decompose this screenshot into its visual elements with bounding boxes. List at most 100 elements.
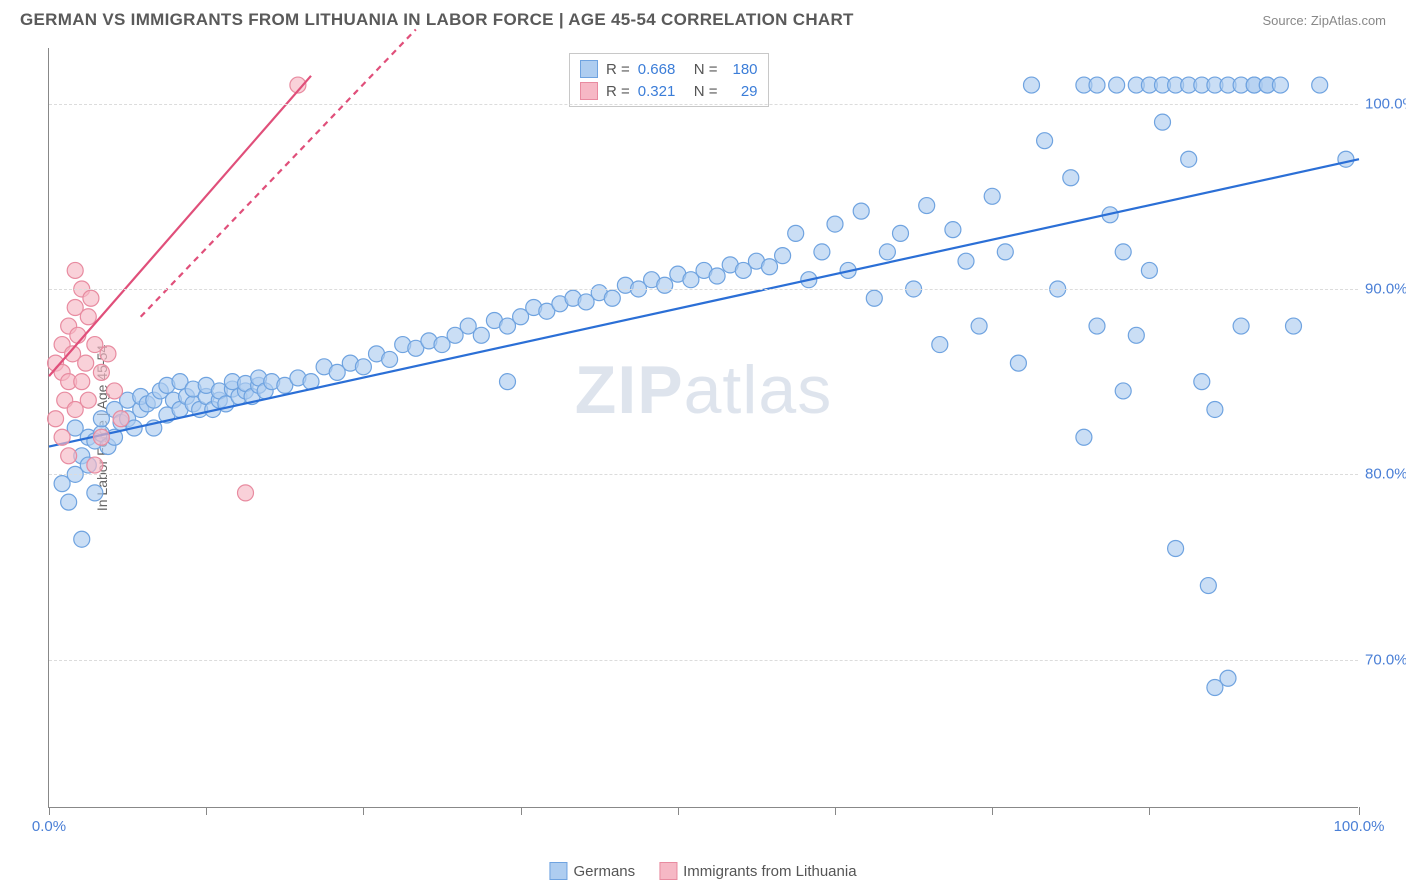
y-tick-label: 80.0%	[1365, 466, 1406, 483]
data-point	[945, 222, 961, 238]
x-tick	[835, 807, 836, 815]
data-point	[997, 244, 1013, 260]
stats-row: R = 0.668 N = 180	[580, 58, 758, 80]
regression-dash	[141, 29, 416, 316]
data-point	[78, 355, 94, 371]
data-point	[74, 531, 90, 547]
data-point	[1063, 170, 1079, 186]
data-point	[1115, 244, 1131, 260]
data-point	[1141, 262, 1157, 278]
r-label: R =	[606, 83, 630, 100]
r-label: R =	[606, 61, 630, 78]
data-point	[1194, 374, 1210, 390]
data-point	[1115, 383, 1131, 399]
x-tick	[363, 807, 364, 815]
legend-label: Germans	[573, 863, 635, 880]
data-point	[87, 485, 103, 501]
gridline	[49, 104, 1358, 105]
data-point	[827, 216, 843, 232]
x-tick	[49, 807, 50, 815]
data-point	[984, 188, 1000, 204]
data-point	[1128, 327, 1144, 343]
r-value: 0.321	[638, 83, 686, 100]
legend-swatch	[659, 862, 677, 880]
data-point	[107, 383, 123, 399]
data-point	[1089, 77, 1105, 93]
legend-item: Germans	[549, 862, 635, 880]
data-point	[1010, 355, 1026, 371]
data-point	[48, 411, 64, 427]
gridline	[49, 660, 1358, 661]
x-tick	[992, 807, 993, 815]
x-tick	[1149, 807, 1150, 815]
source-attribution: Source: ZipAtlas.com	[1262, 13, 1386, 28]
x-tick-label: 0.0%	[32, 818, 66, 835]
chart-title: GERMAN VS IMMIGRANTS FROM LITHUANIA IN L…	[20, 10, 854, 30]
r-value: 0.668	[638, 61, 686, 78]
data-point	[473, 327, 489, 343]
data-point	[500, 374, 516, 390]
n-label: N =	[694, 61, 718, 78]
data-point	[87, 457, 103, 473]
data-point	[1312, 77, 1328, 93]
data-point	[932, 337, 948, 353]
data-point	[1024, 77, 1040, 93]
data-point	[67, 262, 83, 278]
data-point	[893, 225, 909, 241]
legend-swatch	[549, 862, 567, 880]
data-point	[1200, 578, 1216, 594]
x-tick	[206, 807, 207, 815]
n-value: 180	[726, 61, 758, 78]
data-point	[1272, 77, 1288, 93]
data-point	[958, 253, 974, 269]
data-point	[1076, 429, 1092, 445]
data-point	[866, 290, 882, 306]
y-tick-label: 100.0%	[1365, 95, 1406, 112]
data-point	[61, 494, 77, 510]
series-legend: Germans Immigrants from Lithuania	[549, 862, 856, 880]
stats-row: R = 0.321N = 29	[580, 80, 758, 102]
data-point	[54, 429, 70, 445]
x-tick-label: 100.0%	[1334, 818, 1385, 835]
legend-label: Immigrants from Lithuania	[683, 863, 856, 880]
data-point	[814, 244, 830, 260]
data-point	[762, 259, 778, 275]
data-point	[1109, 77, 1125, 93]
data-point	[83, 290, 99, 306]
data-point	[1220, 670, 1236, 686]
data-point	[93, 364, 109, 380]
data-point	[1168, 540, 1184, 556]
data-point	[100, 346, 116, 362]
x-tick	[1359, 807, 1360, 815]
data-point	[80, 392, 96, 408]
legend-swatch	[580, 60, 598, 78]
data-point	[879, 244, 895, 260]
data-point	[1181, 151, 1197, 167]
y-tick-label: 70.0%	[1365, 651, 1406, 668]
data-point	[709, 268, 725, 284]
n-label: N =	[694, 83, 718, 100]
data-point	[788, 225, 804, 241]
data-point	[971, 318, 987, 334]
data-point	[355, 359, 371, 375]
data-point	[775, 248, 791, 264]
plot-area: In Labor Force | Age 45-54 ZIPatlas R = …	[48, 48, 1358, 808]
data-point	[238, 485, 254, 501]
scatter-plot-svg	[49, 48, 1358, 807]
legend-swatch	[580, 82, 598, 100]
x-tick	[521, 807, 522, 815]
gridline	[49, 289, 1358, 290]
legend-item: Immigrants from Lithuania	[659, 862, 856, 880]
data-point	[1037, 133, 1053, 149]
gridline	[49, 474, 1358, 475]
data-point	[657, 277, 673, 293]
data-point	[1286, 318, 1302, 334]
data-point	[80, 309, 96, 325]
data-point	[1089, 318, 1105, 334]
x-tick	[678, 807, 679, 815]
data-point	[604, 290, 620, 306]
data-point	[382, 351, 398, 367]
data-point	[853, 203, 869, 219]
stats-legend: R = 0.668N = 180R = 0.321N = 29	[569, 53, 769, 107]
data-point	[93, 429, 109, 445]
